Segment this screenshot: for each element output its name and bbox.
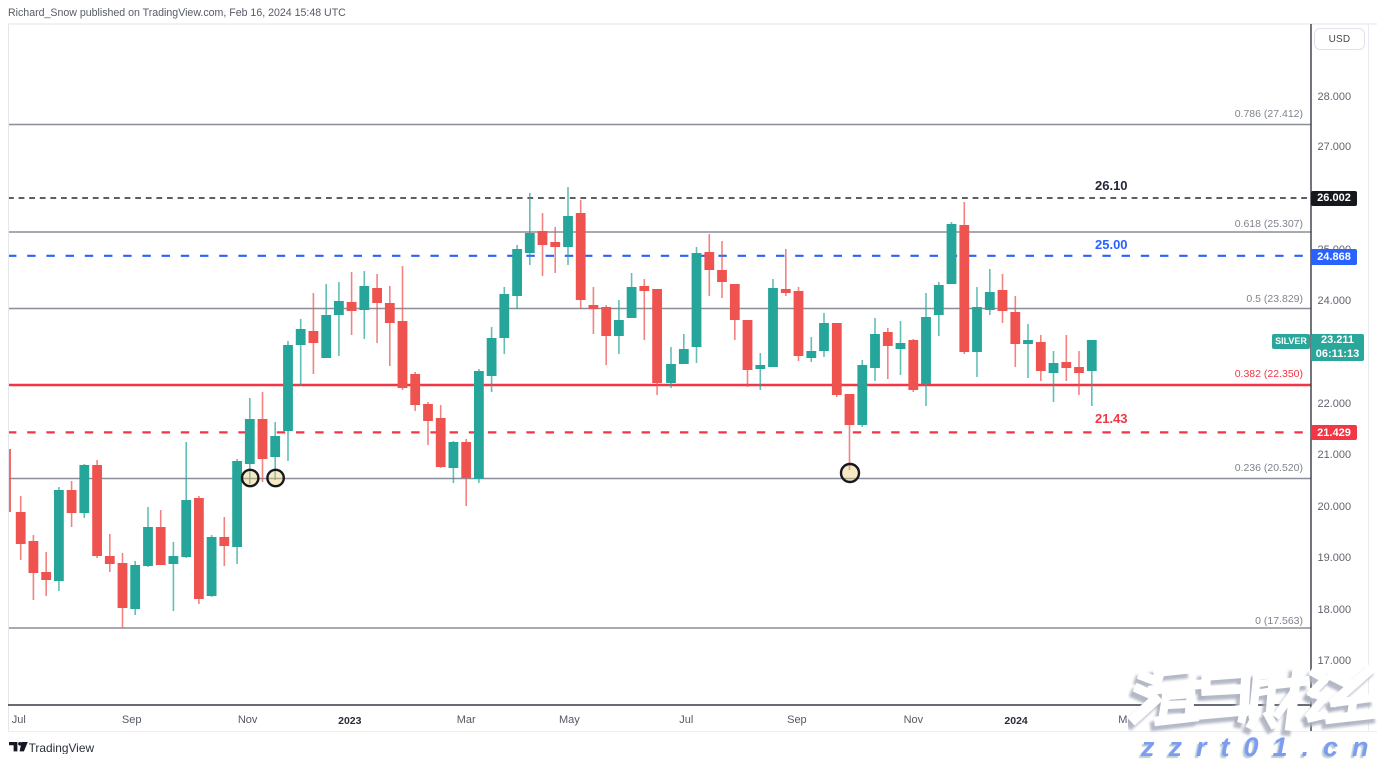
svg-text:TradingView: TradingView (29, 742, 95, 754)
